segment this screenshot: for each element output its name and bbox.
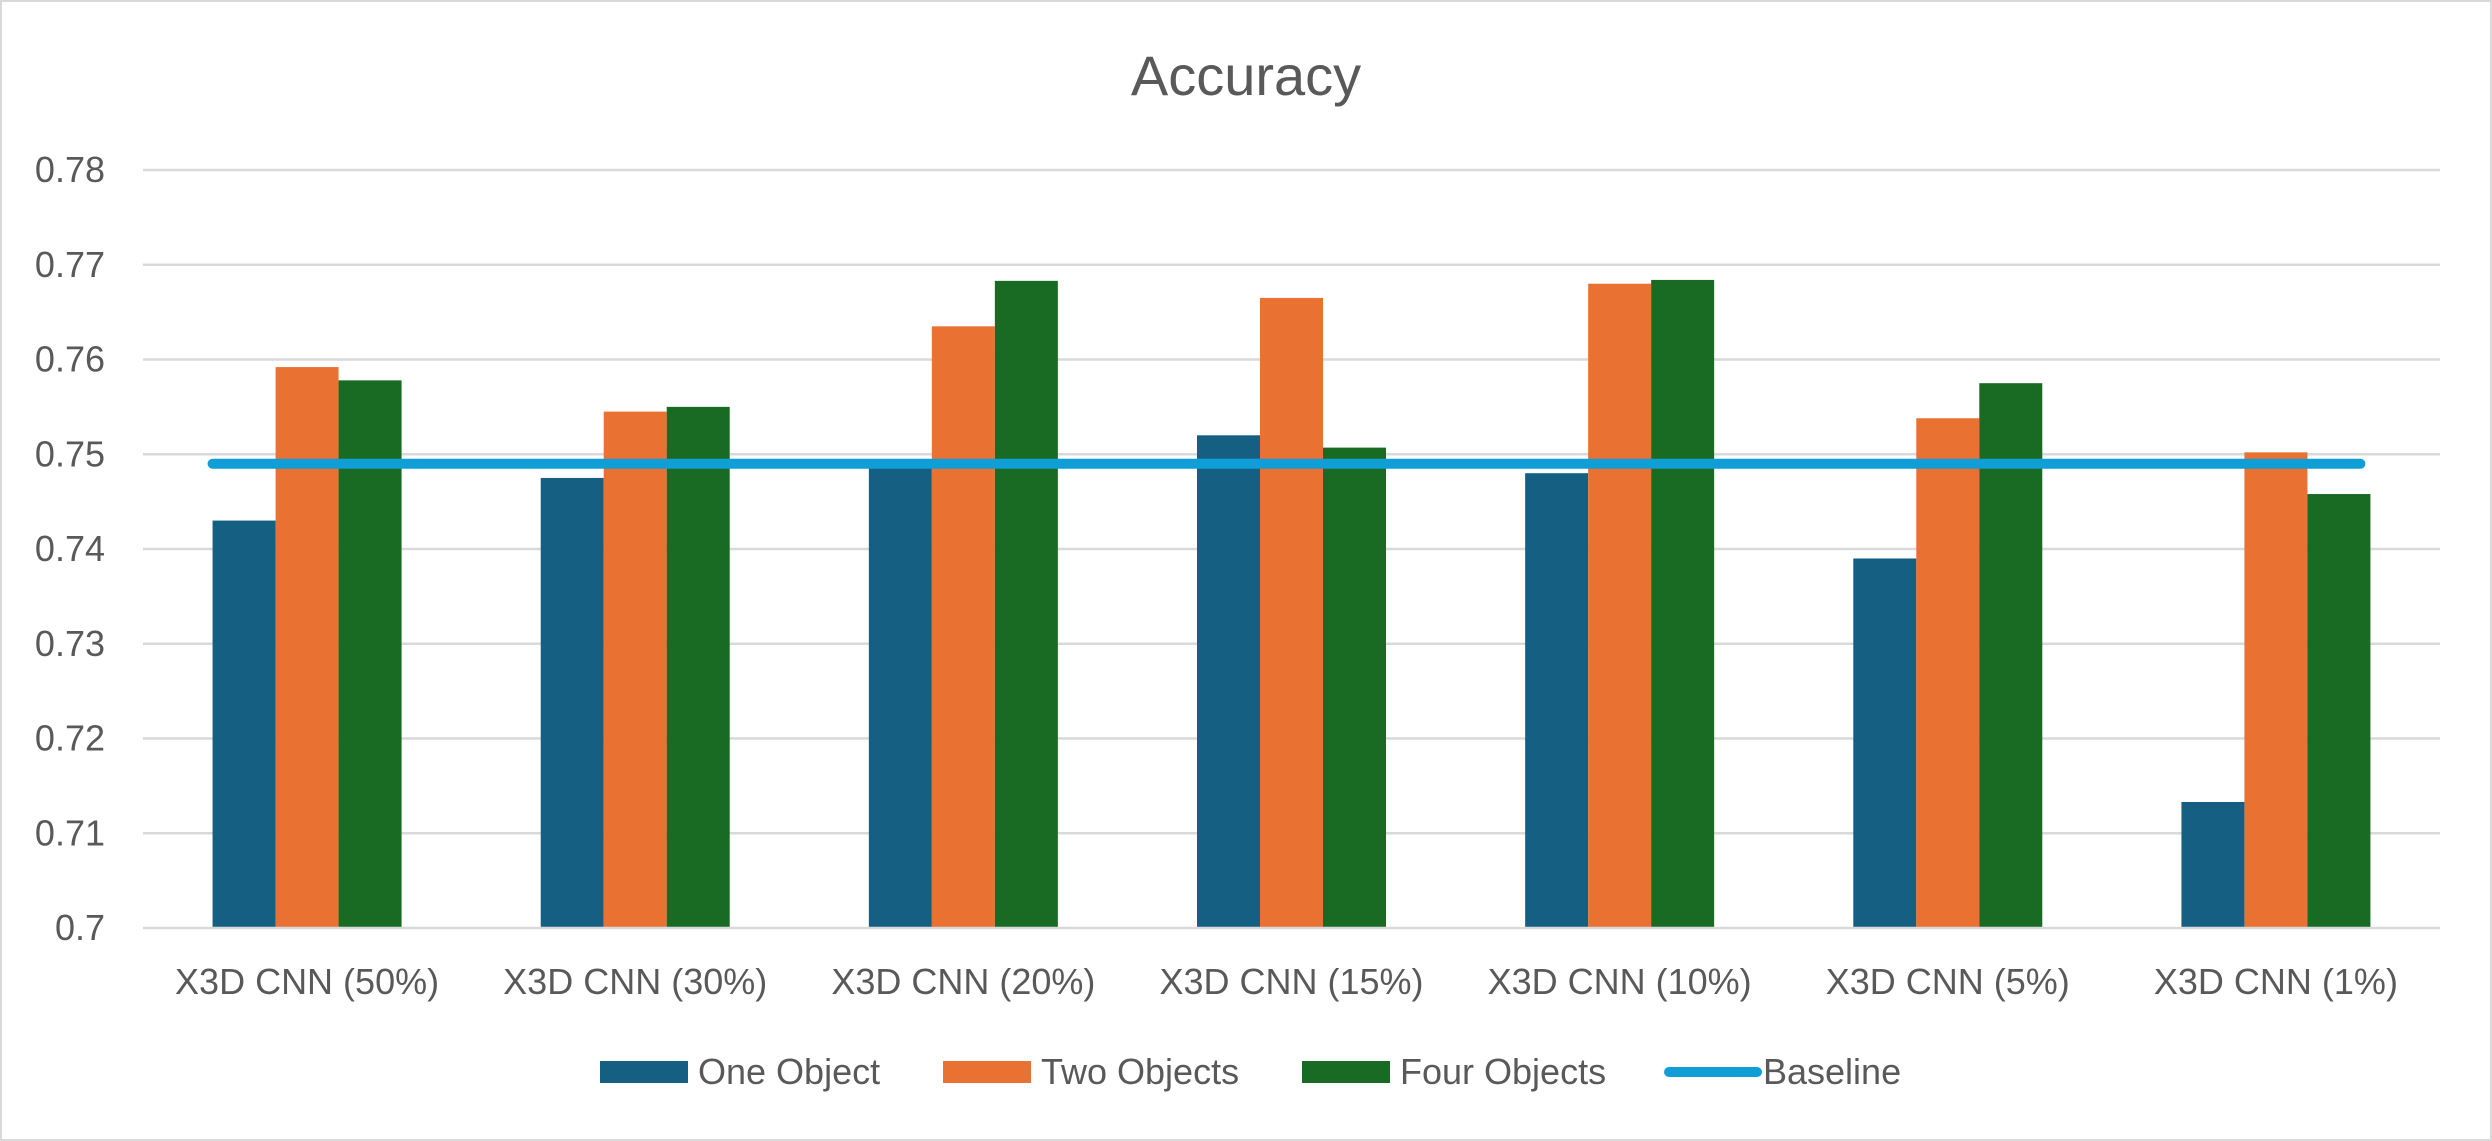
- bar: [275, 367, 339, 929]
- bar: [1197, 435, 1260, 928]
- bar: [1525, 473, 1589, 928]
- bar: [2181, 801, 2245, 928]
- bar: [2307, 494, 2371, 928]
- y-tick-label: 0.74: [35, 528, 105, 569]
- legend-label: One Object: [698, 1051, 880, 1092]
- y-tick-label: 0.73: [35, 623, 105, 664]
- bar: [603, 411, 667, 928]
- x-tick-label: X3D CNN (50%): [175, 961, 439, 1002]
- bar: [1651, 279, 1715, 928]
- bar: [338, 380, 402, 929]
- y-tick-label: 0.7: [55, 907, 105, 948]
- y-tick-label: 0.71: [35, 812, 105, 853]
- bar: [1588, 283, 1652, 928]
- y-tick-label: 0.76: [35, 339, 105, 380]
- bars: [212, 279, 2371, 929]
- legend-label: Two Objects: [1041, 1051, 1239, 1092]
- bar: [666, 406, 730, 928]
- legend-swatch: [600, 1061, 688, 1083]
- x-tick-label: X3D CNN (30%): [503, 961, 767, 1002]
- x-tick-label: X3D CNN (15%): [1159, 961, 1423, 1002]
- bar: [1916, 418, 1980, 928]
- bar: [1260, 297, 1323, 929]
- x-axis-ticks: X3D CNN (50%) X3D CNN (30%) X3D CNN (20%) X…: [175, 961, 2398, 1002]
- bar: [931, 326, 995, 928]
- x-tick-label: X3D CNN (10%): [1488, 961, 1752, 1002]
- bar: [868, 463, 932, 928]
- bar: [1323, 447, 1386, 928]
- bar: [2244, 452, 2308, 928]
- legend-label: Baseline: [1763, 1051, 1901, 1092]
- y-tick-label: 0.72: [35, 718, 105, 759]
- x-tick-label: X3D CNN (1%): [2154, 961, 2398, 1002]
- legend-swatch: [943, 1061, 1031, 1083]
- y-axis-ticks: 0.7 0.71 0.72 0.73 0.74 0.75 0.76 0.77 0.78: [35, 149, 105, 948]
- x-tick-label: X3D CNN (5%): [1826, 961, 2070, 1002]
- y-tick-label: 0.75: [35, 433, 105, 474]
- bar: [1853, 558, 1917, 928]
- bar: [1979, 383, 2043, 928]
- bar: [212, 520, 276, 928]
- legend-swatch: [1302, 1061, 1390, 1083]
- bar: [994, 280, 1058, 928]
- y-tick-label: 0.78: [35, 149, 105, 190]
- legend: One Object Two Objects Four Objects Baselin…: [600, 1051, 1901, 1092]
- chart-title: Accuracy: [1131, 44, 1361, 107]
- y-tick-label: 0.77: [35, 244, 105, 285]
- legend-label: Four Objects: [1400, 1051, 1606, 1092]
- bar: [540, 477, 604, 928]
- x-tick-label: X3D CNN (20%): [831, 961, 1095, 1002]
